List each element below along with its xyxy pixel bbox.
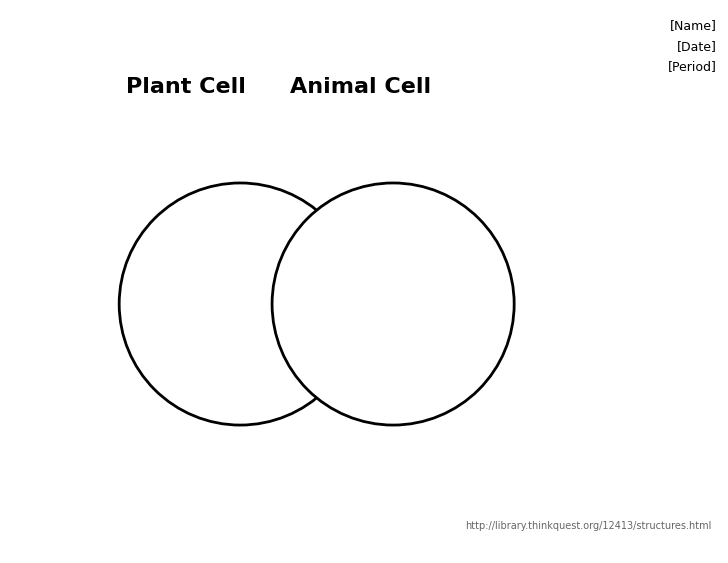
Text: http://library.thinkquest.org/12413/structures.html: http://library.thinkquest.org/12413/stru… (466, 521, 712, 531)
Text: [Date]: [Date] (677, 39, 717, 53)
Ellipse shape (119, 183, 361, 425)
Text: Animal Cell: Animal Cell (290, 77, 431, 97)
Text: [Period]: [Period] (668, 60, 717, 74)
Text: Plant Cell: Plant Cell (126, 77, 245, 97)
Ellipse shape (272, 183, 514, 425)
Text: [Name]: [Name] (670, 19, 717, 32)
